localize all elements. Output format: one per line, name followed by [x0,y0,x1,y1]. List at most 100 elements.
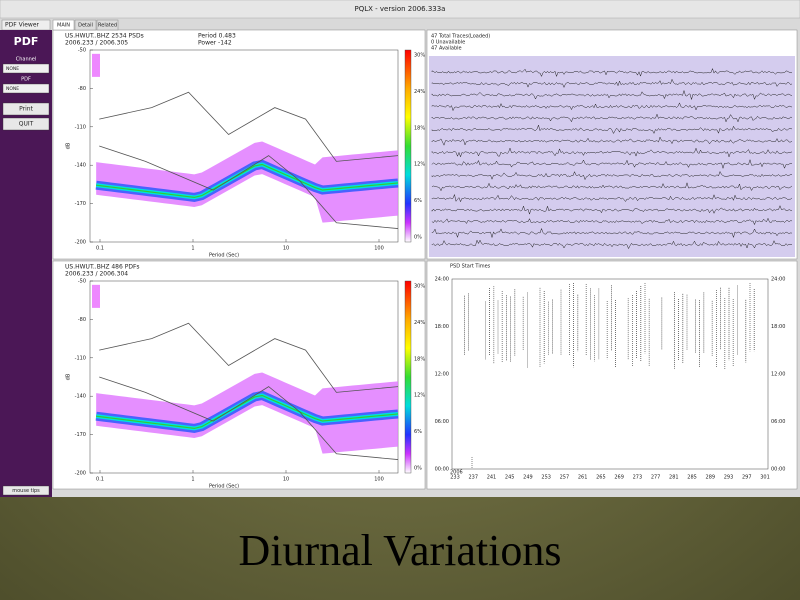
y-axis-label: dB [66,142,72,149]
x-axis-label: Period (Sec) [209,484,239,490]
colorbar-label: 0% [414,466,422,472]
quit-button-label: QUIT [19,121,34,128]
channel-select[interactable] [2,63,50,74]
seismic-trace [431,136,793,146]
channel-value: NONE [6,66,19,72]
seismic-trace [431,170,792,181]
window-title: PQLX - version 2006.333a [355,5,446,13]
pdf-mode [96,163,399,199]
colorbar-label: 24% [414,89,425,95]
tab[interactable] [74,19,97,31]
y-tick-label: -170 [75,201,86,207]
title-bar [0,0,800,19]
pdf-cloud [96,372,398,454]
x-tick-label: 100 [374,477,384,483]
x-tick-label: 10 [283,477,289,483]
mouse-tips-button[interactable] [2,485,50,496]
day-tick: 293 [724,475,734,481]
trace-summary: 47 Total Traces(Loaded) [431,34,490,40]
colorbar-label: 6% [414,429,422,435]
day-tick: 261 [578,475,588,481]
day-tick: 297 [742,475,752,481]
pdf-mode [96,394,399,430]
print-button[interactable] [2,102,50,116]
pdf-label: PDF [21,77,31,83]
panel-header: US.HWUT..BHZ 2534 PSDs [65,33,144,40]
seismic-trace [431,239,793,250]
y-tick-label: -50 [78,48,86,54]
noise-model-high [99,91,399,162]
seismic-trace [431,181,793,192]
time-tick-left: 00:00 [435,467,449,473]
y-tick-label: -140 [75,394,86,400]
sidebar-heading: PDF [14,35,39,48]
trace-summary: 47 Available [431,46,462,52]
day-tick: 237 [468,475,478,481]
y-tick-label: -200 [75,471,86,477]
time-tick-right: 12:00 [771,372,785,378]
time-tick-right: 06:00 [771,419,785,425]
time-tick-left: 24:00 [435,277,449,283]
colorbar-label: 12% [414,393,425,399]
colorbar-label: 6% [414,198,422,204]
print-button-label: Print [19,106,33,113]
colorbar-label: 0% [414,235,422,241]
colorbar-label: 18% [414,125,425,131]
day-tick: 289 [706,475,716,481]
y-axis-label: dB [66,373,72,380]
seismic-trace [431,205,793,215]
tab[interactable] [52,19,75,31]
y-tick-label: -50 [78,279,86,285]
day-tick: 281 [669,475,679,481]
pdf-select[interactable] [2,83,50,94]
y-tick-label: -200 [75,240,86,246]
y-tick-label: -80 [78,86,86,92]
seismic-trace [431,124,793,135]
tab-label: MAIN [57,23,70,29]
day-tick: 265 [596,475,606,481]
channel-label: Channel [16,57,37,63]
time-tick-left: 12:00 [435,372,449,378]
tab[interactable] [96,19,119,31]
day-tick: 241 [487,475,497,481]
colorbar-label: 24% [414,320,425,326]
day-tick: 273 [633,475,643,481]
noise-model-low [99,376,399,460]
panel-info: Power -142 [198,40,232,47]
sidebar [0,30,52,497]
y-tick-label: -170 [75,432,86,438]
panel-header: 2006.233 / 2006.305 [65,40,128,47]
x-tick-label: 0.1 [96,477,104,483]
mouse-tips-label: mouse tips [12,488,40,494]
time-tick-right: 00:00 [771,467,785,473]
pdf-cloud [96,141,398,223]
seismic-trace [431,158,793,170]
tab-label: Related [98,23,117,29]
time-tick-right: 24:00 [771,277,785,283]
x-axis-label: Period (Sec) [209,253,239,259]
quit-button[interactable] [2,117,50,131]
x-tick-label: 10 [283,246,289,252]
seismic-trace [431,227,793,239]
panel-header: US.HWUT..BHZ 486 PDFs [65,264,140,271]
y-tick-label: -140 [75,163,86,169]
year-label: 2006 [450,470,463,476]
colorbar [404,280,412,474]
x-tick-label: 0.1 [96,246,104,252]
pdf-spike [92,53,100,77]
noise-model-high [99,322,399,393]
colorbar-label: 12% [414,162,425,168]
y-tick-label: -110 [75,124,86,130]
day-tick: 249 [523,475,533,481]
panel-info: Period 0.483 [198,33,236,40]
x-tick-label: 100 [374,246,384,252]
day-tick: 269 [614,475,624,481]
time-tick-left: 18:00 [435,324,449,330]
colorbar [404,49,412,243]
day-tick: 233 [450,475,460,481]
day-tick: 245 [505,475,515,481]
seismic-trace [431,67,793,78]
x-tick-label: 1 [191,246,194,252]
